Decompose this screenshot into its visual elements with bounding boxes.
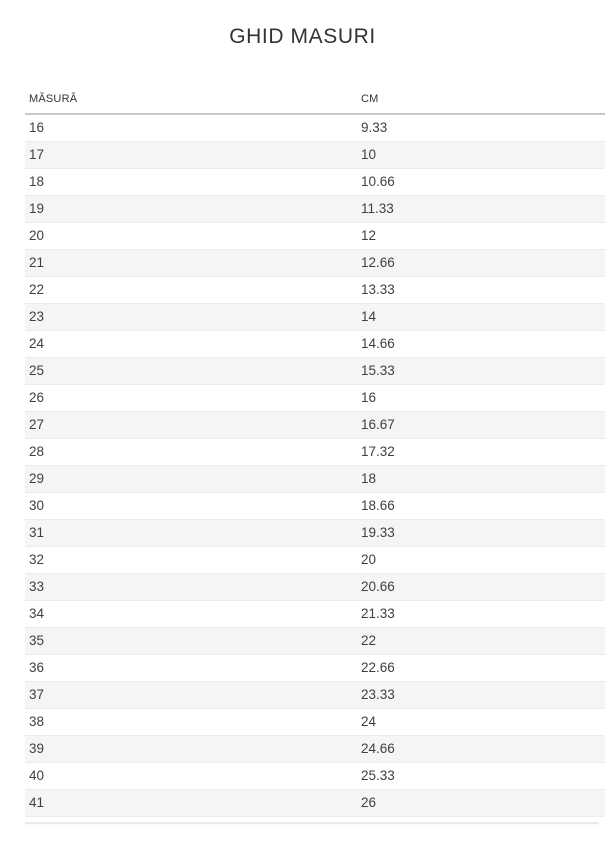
cell-size: 17: [25, 141, 357, 169]
cell-cm: 16: [357, 384, 605, 412]
cell-cm: 16.67: [357, 411, 605, 439]
cell-size: 20: [25, 222, 357, 250]
cell-size: 23: [25, 303, 357, 331]
cell-size: 18: [25, 168, 357, 196]
table-row: 40 25.33: [25, 762, 605, 790]
cell-cm: 15.33: [357, 357, 605, 385]
table-row: 29 18: [25, 465, 605, 493]
cell-cm: 9.33: [357, 114, 605, 142]
cell-cm: 22: [357, 627, 605, 655]
size-table-header: MĂSURĂ CM: [25, 91, 605, 115]
table-row: 37 23.33: [25, 681, 605, 709]
cell-size: 25: [25, 357, 357, 385]
table-row: 33 20.66: [25, 573, 605, 601]
cell-size: 32: [25, 546, 357, 574]
cell-size: 33: [25, 573, 357, 601]
cell-cm: 13.33: [357, 276, 605, 304]
cell-cm: 22.66: [357, 654, 605, 682]
table-row: 31 19.33: [25, 519, 605, 547]
cell-cm: 14.66: [357, 330, 605, 358]
table-row: 24 14.66: [25, 330, 605, 358]
cell-size: 26: [25, 384, 357, 412]
cell-size: 27: [25, 411, 357, 439]
page-title: GHID MASURI: [229, 25, 376, 48]
cell-cm: 12: [357, 222, 605, 250]
cell-size: 30: [25, 492, 357, 520]
cell-size: 28: [25, 438, 357, 466]
table-row: 23 14: [25, 303, 605, 331]
cell-cm: 21.33: [357, 600, 605, 628]
cell-cm: 24: [357, 708, 605, 736]
table-row: 20 12: [25, 222, 605, 250]
cell-cm: 17.32: [357, 438, 605, 466]
cell-size: 41: [25, 789, 357, 817]
table-row: 16 9.33: [25, 114, 605, 142]
cell-size: 24: [25, 330, 357, 358]
cell-size: 29: [25, 465, 357, 493]
table-row: 17 10: [25, 141, 605, 169]
table-row: 28 17.32: [25, 438, 605, 466]
cell-size: 39: [25, 735, 357, 763]
size-table-body: 16 9.33 17 10 18 10.66 19 11.33 20 12 21 12.66 22 13.…: [25, 114, 605, 817]
cell-cm: 10: [357, 141, 605, 169]
table-row: 18 10.66: [25, 168, 605, 196]
cell-cm: 10.66: [357, 168, 605, 196]
cell-size: 19: [25, 195, 357, 223]
cell-size: 16: [25, 114, 357, 142]
cell-cm: 24.66: [357, 735, 605, 763]
cell-cm: 14: [357, 303, 605, 331]
cell-cm: 20.66: [357, 573, 605, 601]
cell-size: 34: [25, 600, 357, 628]
table-row: 22 13.33: [25, 276, 605, 304]
cell-size: 40: [25, 762, 357, 790]
cell-size: 38: [25, 708, 357, 736]
cell-size: 21: [25, 249, 357, 277]
table-row: 38 24: [25, 708, 605, 736]
size-guide-table: MĂSURĂ CM 16 9.33 17 10 18 10.66 19 11.33 20 12 21…: [25, 91, 605, 817]
cell-size: 36: [25, 654, 357, 682]
table-row: 25 15.33: [25, 357, 605, 385]
cell-cm: 23.33: [357, 681, 605, 709]
table-row: 21 12.66: [25, 249, 605, 277]
table-row: 36 22.66: [25, 654, 605, 682]
next-row-top-edge: [25, 822, 599, 828]
cell-size: 22: [25, 276, 357, 304]
cell-cm: 19.33: [357, 519, 605, 547]
cell-cm: 20: [357, 546, 605, 574]
cell-size: 37: [25, 681, 357, 709]
cell-cm: 25.33: [357, 762, 605, 790]
cell-size: 35: [25, 627, 357, 655]
table-row: 32 20: [25, 546, 605, 574]
column-header-cm: CM: [357, 91, 605, 115]
table-row: 39 24.66: [25, 735, 605, 763]
table-row: 30 18.66: [25, 492, 605, 520]
cell-cm: 18: [357, 465, 605, 493]
cell-cm: 11.33: [357, 195, 605, 223]
table-row: 35 22: [25, 627, 605, 655]
table-row: 34 21.33: [25, 600, 605, 628]
column-header-masura: MĂSURĂ: [25, 91, 357, 115]
header-row: MĂSURĂ CM: [25, 91, 605, 115]
table-row: 26 16: [25, 384, 605, 412]
table-row: 41 26: [25, 789, 605, 817]
cell-size: 31: [25, 519, 357, 547]
cell-cm: 12.66: [357, 249, 605, 277]
cell-cm: 18.66: [357, 492, 605, 520]
table-row: 19 11.33: [25, 195, 605, 223]
cell-cm: 26: [357, 789, 605, 817]
table-row: 27 16.67: [25, 411, 605, 439]
